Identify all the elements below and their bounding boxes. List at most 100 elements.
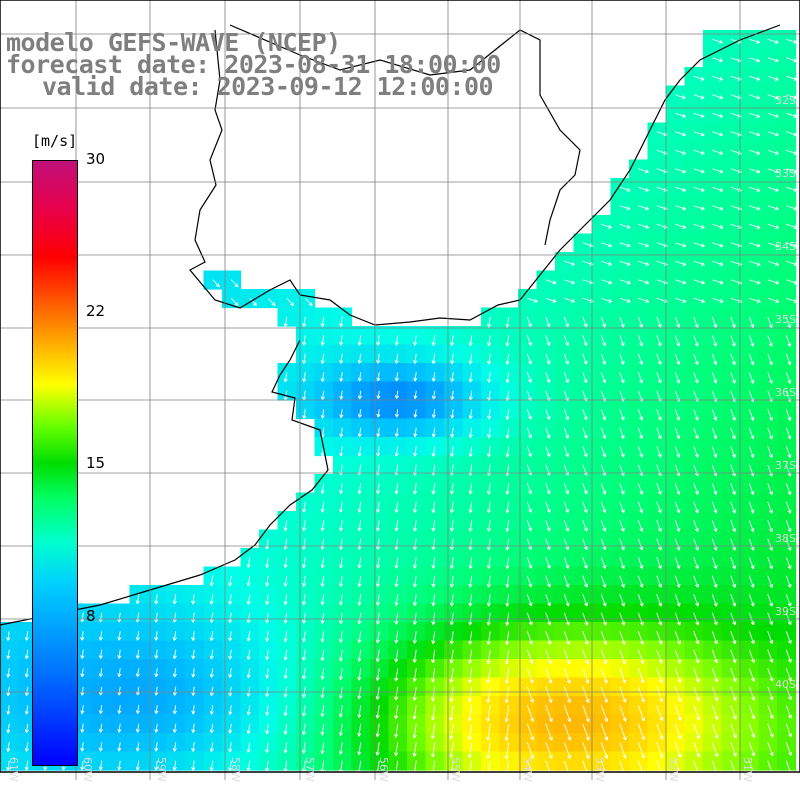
wind-arrow <box>674 427 681 440</box>
wind-arrow <box>505 353 510 365</box>
wind-arrow <box>283 557 288 569</box>
wind-arrow <box>563 686 571 703</box>
wind-arrow <box>172 723 177 733</box>
wind-arrow <box>172 631 177 641</box>
wind-arrow <box>674 668 682 683</box>
wind-arrow <box>730 686 737 701</box>
wind-arrow <box>748 372 755 384</box>
wind-arrow <box>619 446 625 458</box>
wind-arrow <box>730 316 736 328</box>
wind-arrow <box>526 316 532 328</box>
wind-arrow <box>505 520 510 532</box>
wind-arrow <box>487 372 492 383</box>
wind-arrow <box>711 446 718 458</box>
wind-arrow <box>376 483 381 495</box>
wind-arrow <box>283 649 288 661</box>
wind-arrow <box>526 557 533 569</box>
wind-arrow <box>265 723 270 735</box>
wind-arrow <box>431 372 436 382</box>
wind-arrow <box>638 260 650 266</box>
wind-arrow <box>191 705 196 715</box>
wind-arrow <box>545 297 557 303</box>
wind-arrow <box>412 538 418 551</box>
wind-arrow <box>431 427 436 438</box>
map-frame <box>0 0 800 773</box>
wind-arrow <box>265 649 270 661</box>
wind-arrow <box>767 149 779 155</box>
wind-arrow <box>357 483 362 495</box>
wind-arrow <box>283 705 288 716</box>
wind-arrow <box>786 112 798 118</box>
lon-label-55w: 55W <box>449 757 462 782</box>
wind-arrow <box>283 631 288 642</box>
wind-arrow <box>357 557 362 569</box>
wind-arrow <box>748 594 755 607</box>
wind-arrow <box>283 742 288 754</box>
wind-arrow <box>230 279 239 288</box>
wind-arrow <box>209 612 214 623</box>
wind-arrow <box>246 686 251 697</box>
wind-arrow <box>693 112 705 118</box>
wind-arrow <box>413 390 418 400</box>
wind-arrow <box>637 520 644 532</box>
wind-arrow <box>545 501 551 513</box>
wind-arrow <box>711 742 719 757</box>
wind-arrow <box>712 260 724 266</box>
wind-arrow <box>394 557 399 569</box>
wind-arrow <box>154 760 159 771</box>
wind-arrow <box>693 409 699 421</box>
wind-arrow <box>730 631 737 645</box>
wind-arrow <box>394 612 399 625</box>
wind-arrow <box>712 112 724 118</box>
wind-arrow <box>394 446 399 457</box>
wind-arrow <box>545 742 553 759</box>
wind-arrow <box>468 372 473 383</box>
wind-arrow <box>117 723 122 733</box>
wind-arrow <box>563 649 571 665</box>
wind-arrow <box>785 446 792 458</box>
wind-arrow <box>582 594 589 607</box>
wind-arrow <box>154 649 159 659</box>
wind-arrow <box>582 409 588 421</box>
wind-arrow <box>209 723 214 734</box>
wind-arrow <box>637 631 644 645</box>
wind-arrow <box>711 427 718 440</box>
wind-arrow <box>468 649 473 664</box>
wind-arrow <box>449 760 454 776</box>
wind-arrow <box>357 520 362 532</box>
wind-arrow <box>563 372 570 384</box>
wind-arrow <box>748 409 755 421</box>
wind-arrow <box>675 112 686 118</box>
wind-arrow <box>172 742 177 752</box>
wind-arrow <box>209 705 214 715</box>
wind-arrow <box>449 594 454 607</box>
wind-arrow <box>600 538 607 551</box>
wind-arrow <box>749 242 761 248</box>
wind-arrow <box>283 723 288 735</box>
wind-arrow <box>674 649 682 664</box>
wind-arrow <box>80 668 85 678</box>
wind-arrow <box>505 372 510 383</box>
wind-arrow <box>656 446 662 458</box>
wind-arrow <box>526 446 533 458</box>
wind-arrow <box>693 131 705 137</box>
wind-arrow <box>730 409 736 421</box>
wind-arrow <box>748 353 755 366</box>
wind-arrow <box>505 483 510 495</box>
wind-arrow <box>467 668 473 684</box>
wind-arrow <box>80 760 85 771</box>
wind-arrow <box>767 279 780 285</box>
wind-arrow <box>619 372 625 384</box>
wind-arrow <box>154 594 159 605</box>
wind-arrow <box>582 723 590 741</box>
wind-arrow <box>228 742 233 753</box>
wind-arrow <box>302 501 307 513</box>
wind-arrow <box>283 520 288 531</box>
wind-arrow <box>375 612 381 625</box>
wind-arrow <box>767 594 774 607</box>
wind-arrow <box>619 520 625 532</box>
lat-label-35s: 35S <box>775 313 796 326</box>
wind-arrow <box>748 335 755 347</box>
wind-arrow <box>394 483 399 495</box>
wind-arrow <box>619 242 631 248</box>
